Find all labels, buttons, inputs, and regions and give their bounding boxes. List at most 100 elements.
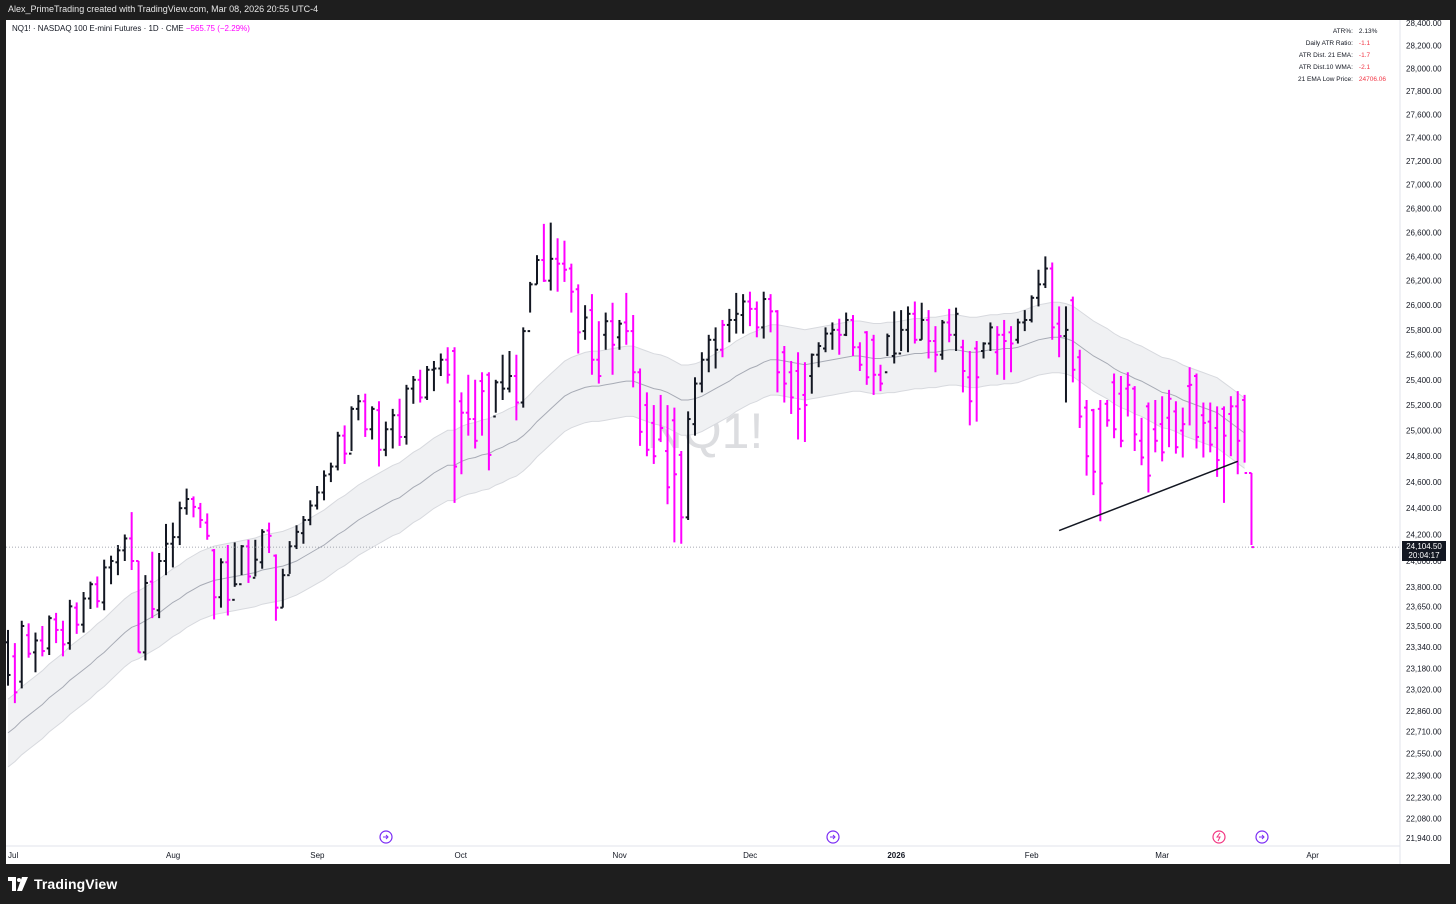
stat-value: -2.1 xyxy=(1358,64,1371,71)
ohlc-bar xyxy=(713,327,719,369)
ohlc-bar xyxy=(582,305,588,340)
ohlc-bar xyxy=(252,539,258,579)
ohlc-bar xyxy=(287,541,293,577)
price-tick-label: 23,500.00 xyxy=(1406,622,1442,631)
ohlc-bar xyxy=(596,321,602,384)
time-tick-label: Aug xyxy=(166,851,180,860)
ohlc-bar xyxy=(12,643,18,704)
ohlc-bar xyxy=(630,315,636,388)
price-tick-label: 22,080.00 xyxy=(1406,814,1442,823)
time-tick-label: Nov xyxy=(613,851,627,860)
time-tick-label: 2026 xyxy=(887,851,905,860)
ohlc-bar xyxy=(129,512,135,571)
earnings-marker[interactable] xyxy=(1255,830,1269,844)
ohlc-bar xyxy=(685,411,691,520)
ohlc-bar xyxy=(857,342,863,372)
ohlc-bar xyxy=(245,539,251,583)
ohlc-bar xyxy=(362,393,368,437)
ohlc-bar xyxy=(1029,295,1035,323)
ohlc-bar xyxy=(877,364,883,392)
price-tick-label: 27,000.00 xyxy=(1406,181,1442,190)
ohlc-bar xyxy=(788,360,794,414)
price-tick-label: 26,800.00 xyxy=(1406,204,1442,213)
ohlc-bar xyxy=(1235,391,1241,475)
ohlc-bar xyxy=(960,339,966,393)
ohlc-bar xyxy=(335,431,341,471)
earnings-marker[interactable] xyxy=(379,830,393,844)
ohlc-bar xyxy=(184,488,190,515)
price-change: −565.75 (−2.29%) xyxy=(185,24,250,33)
ohlc-bar xyxy=(610,302,616,375)
tradingview-brand[interactable]: TradingView xyxy=(8,876,117,892)
time-tick-label: Dec xyxy=(743,851,757,860)
ohlc-bar xyxy=(1214,406,1220,477)
stat-label: ATR Dist. 21 EMA: xyxy=(1298,52,1353,59)
ohlc-bar xyxy=(726,308,732,343)
ohlc-bar xyxy=(548,222,554,291)
price-tick-label: 27,800.00 xyxy=(1406,87,1442,96)
ohlc-bar xyxy=(816,342,822,368)
ohlc-bar xyxy=(156,553,162,619)
ohlc-bar xyxy=(266,522,272,554)
stat-label: 21 EMA Low Price: xyxy=(1298,76,1353,83)
price-tick-label: 22,390.00 xyxy=(1406,771,1442,780)
ohlc-bar xyxy=(761,291,767,339)
ohlc-bar xyxy=(1084,399,1090,476)
ohlc-bar xyxy=(342,425,348,464)
ohlc-bar xyxy=(946,308,952,343)
ohlc-bar xyxy=(108,555,114,585)
support-trendline[interactable] xyxy=(1058,460,1239,532)
price-axis[interactable]: 28,400.00 28,200.00 28,000.00 27,800.00 27,6… xyxy=(1406,19,1442,843)
earnings-marker[interactable] xyxy=(826,830,840,844)
ohlc-bar xyxy=(1200,402,1206,458)
ohlc-bar xyxy=(1152,399,1158,453)
price-tick-label: 25,000.00 xyxy=(1406,427,1442,436)
symbol-legend[interactable]: NQ1! · NASDAQ 100 E-mini Futures · 1D · … xyxy=(12,24,250,33)
ohlc-bar xyxy=(163,523,169,576)
ohlc-bar xyxy=(1104,399,1110,427)
footer xyxy=(0,864,1456,904)
ohlc-bar xyxy=(1242,394,1248,475)
ohlc-bar xyxy=(1187,367,1193,426)
price-tick-label: 27,600.00 xyxy=(1406,110,1442,119)
ohlc-bar xyxy=(568,263,574,313)
ohlc-bar xyxy=(1008,326,1014,373)
ohlc-bar xyxy=(850,315,856,356)
ohlc-bar xyxy=(1139,417,1145,466)
price-tick-label: 23,800.00 xyxy=(1406,583,1442,592)
stat-value: 2.13% xyxy=(1358,28,1378,35)
ohlc-bar xyxy=(651,405,657,464)
ohlc-bar xyxy=(823,327,829,353)
ohlc-bar xyxy=(1049,262,1055,340)
ohlc-bar xyxy=(1173,401,1179,454)
ohlc-bar xyxy=(507,350,513,393)
time-axis[interactable]: Jul Aug Sep Oct Nov Dec 2026 Feb Mar Apr xyxy=(8,851,1319,860)
ema-band xyxy=(8,302,1245,767)
stat-value: -1.7 xyxy=(1358,52,1371,59)
ohlc-bar xyxy=(397,398,403,446)
ohlc-bar xyxy=(589,294,595,375)
ohlc-bar xyxy=(603,312,609,350)
price-tick-label: 28,200.00 xyxy=(1406,42,1442,51)
ohlc-bar xyxy=(81,592,87,633)
ohlc-bar xyxy=(740,294,746,334)
ohlc-bar xyxy=(211,549,217,620)
ohlc-bar xyxy=(328,462,334,483)
ohlc-bar xyxy=(733,292,739,334)
tradingview-logo-icon xyxy=(8,877,28,891)
ohlc-bar xyxy=(307,500,313,526)
ohlc-bar xyxy=(204,513,210,540)
lightning-marker[interactable] xyxy=(1212,830,1226,844)
ohlc-bar xyxy=(665,405,671,505)
ohlc-bar xyxy=(527,281,533,333)
price-tick-label: 24,400.00 xyxy=(1406,504,1442,513)
ohlc-bar xyxy=(1063,306,1069,403)
ohlc-bar xyxy=(939,319,945,360)
ohlc-bar xyxy=(1036,269,1041,307)
ohlc-bar xyxy=(974,341,980,422)
ohlc-bar xyxy=(1166,389,1172,448)
ohlc-bar xyxy=(1228,396,1234,457)
ohlc-bar xyxy=(376,401,382,467)
ohlc-bar xyxy=(678,451,684,544)
